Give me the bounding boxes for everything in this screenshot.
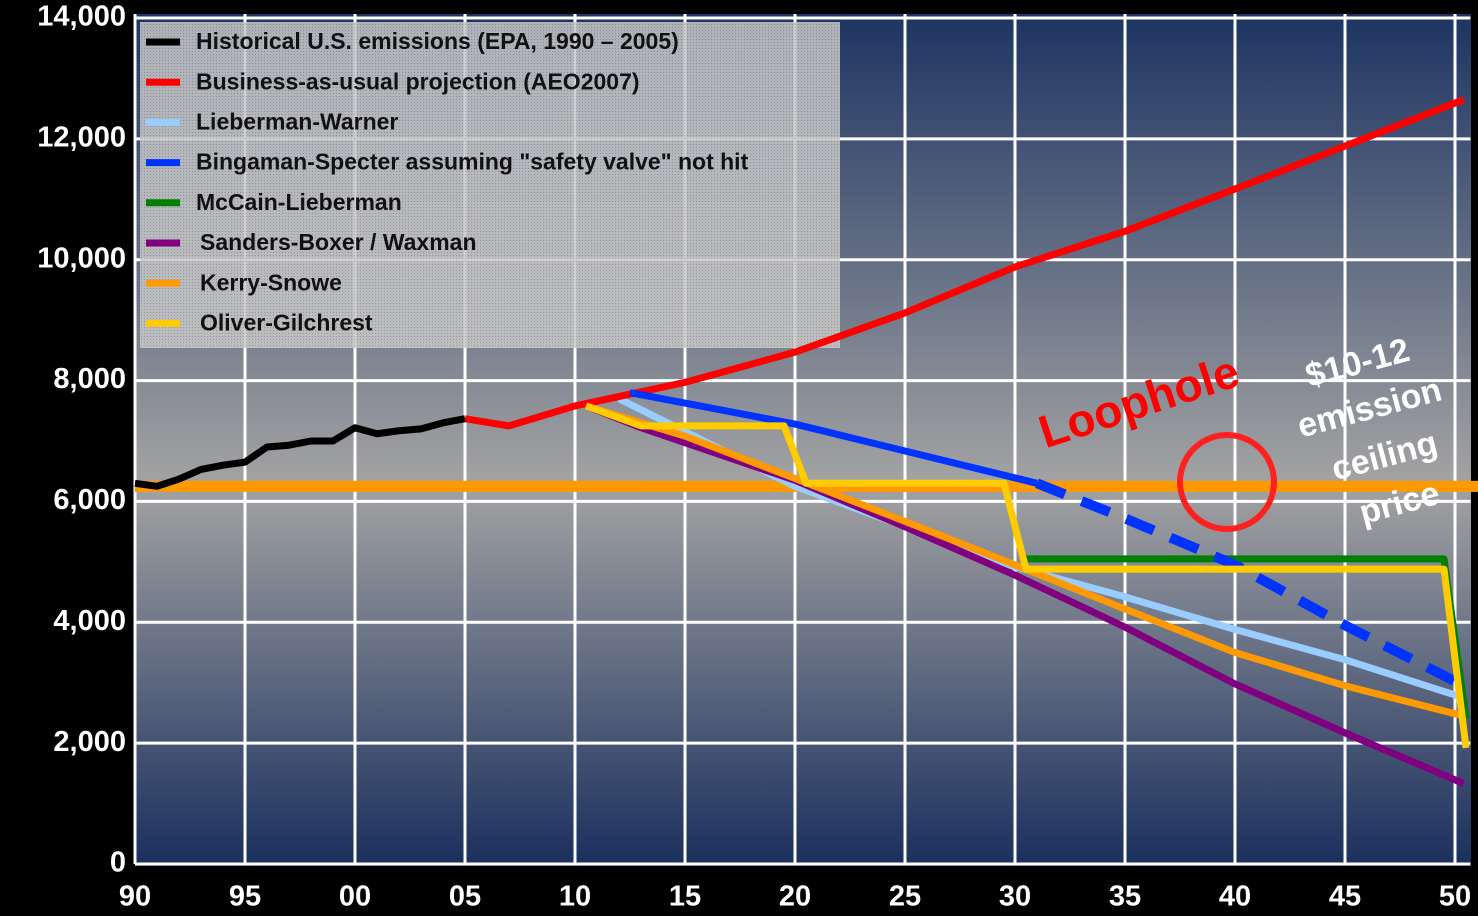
x-tick-label: 35 <box>1109 881 1141 913</box>
y-tick-label: 6,000 <box>53 484 126 516</box>
y-tick-label: 4,000 <box>53 605 126 637</box>
y-tick-label: 8,000 <box>53 363 126 395</box>
legend-label: Historical U.S. emissions (EPA, 1990 – 2… <box>196 28 679 54</box>
legend-label: Business-as-usual projection (AEO2007) <box>196 68 640 94</box>
x-tick-label: 00 <box>339 881 371 913</box>
x-tick-label: 45 <box>1329 881 1361 913</box>
series-line <box>584 402 1470 749</box>
legend-label: Bingaman-Specter assuming "safety valve"… <box>196 149 749 175</box>
highlight-circle <box>1177 432 1277 532</box>
x-tick-label: 25 <box>889 881 921 913</box>
x-tick-label: 90 <box>119 881 151 913</box>
y-tick-label: 2,000 <box>53 726 126 758</box>
series-line <box>134 415 466 490</box>
legend-label: Sanders-Boxer / Waxman <box>200 229 477 255</box>
x-tick-label: 05 <box>449 881 481 913</box>
x-tick-label: 95 <box>229 881 261 913</box>
x-tick-label: 30 <box>999 881 1031 913</box>
x-tick-label: 20 <box>779 881 811 913</box>
legend-label: Oliver-Gilchrest <box>200 309 373 335</box>
series-line <box>464 96 1466 430</box>
series-line <box>629 389 1038 487</box>
legend-box <box>140 22 840 348</box>
series-line <box>584 402 1465 720</box>
y-tick-label: 0 <box>110 847 126 879</box>
y-tick-label: 10,000 <box>37 242 126 274</box>
legend-label: Lieberman-Warner <box>196 108 398 134</box>
series-line <box>1035 478 1467 691</box>
legend-label: Kerry-Snowe <box>200 269 342 295</box>
legend-label: McCain-Lieberman <box>196 189 402 215</box>
y-tick-label: 14,000 <box>37 1 126 33</box>
x-tick-label: 15 <box>669 881 701 913</box>
x-tick-label: 50 <box>1439 881 1471 913</box>
series-line <box>584 402 1466 787</box>
x-tick-label: 10 <box>559 881 591 913</box>
y-tick-label: 12,000 <box>37 122 126 154</box>
series-line <box>617 395 1465 702</box>
x-tick-label: 40 <box>1219 881 1251 913</box>
